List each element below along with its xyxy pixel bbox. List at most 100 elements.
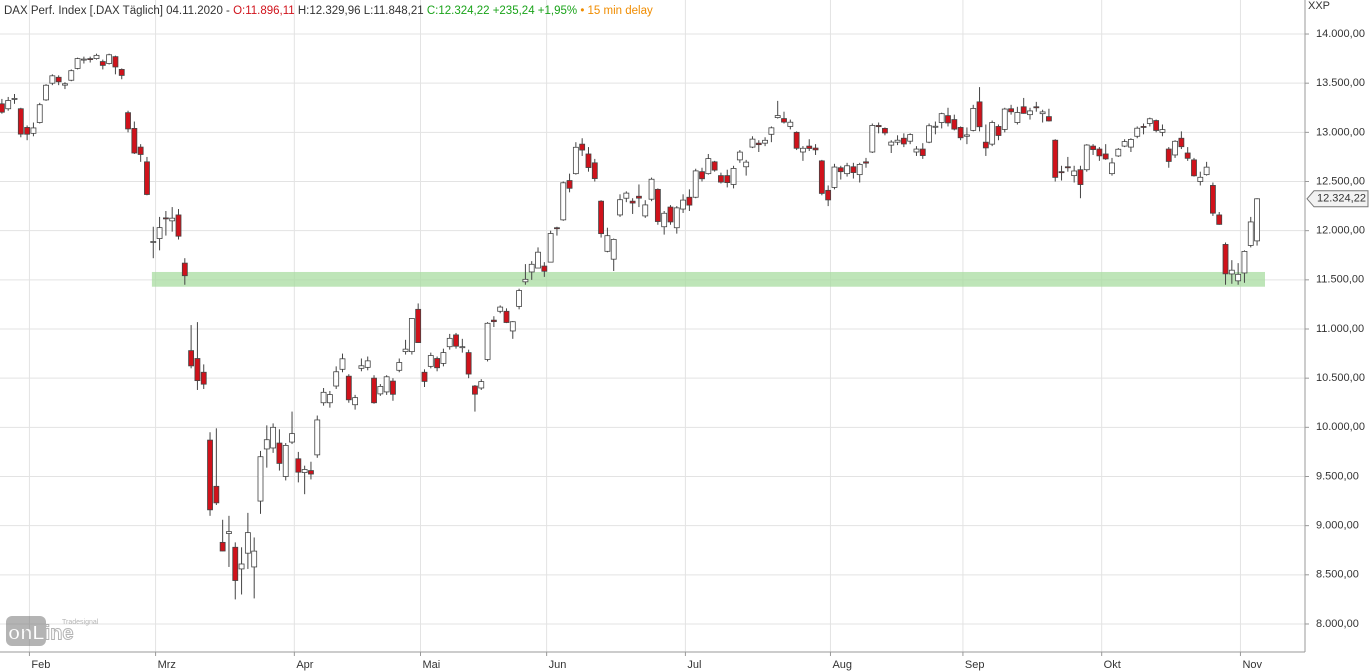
header-delay: • 15 min delay: [580, 5, 653, 17]
candle-body: [692, 170, 699, 198]
candle-body: [1153, 120, 1160, 131]
candle-body: [793, 131, 800, 149]
candle-body: [270, 426, 277, 449]
candle-body: [680, 199, 686, 210]
candle-body: [87, 58, 94, 61]
candle-body: [484, 322, 491, 360]
candle-body: [800, 147, 806, 153]
candle-body: [648, 178, 655, 200]
candle-body: [1039, 111, 1046, 115]
candle-body: [200, 371, 207, 385]
candle-body: [964, 134, 970, 137]
candle-body: [585, 153, 592, 168]
candle-body: [1254, 198, 1260, 242]
y-tick-label: 13.500,00: [1316, 77, 1365, 89]
candle-body: [308, 470, 314, 475]
candle-body: [541, 265, 548, 272]
candle-body: [1083, 144, 1090, 171]
candle-body: [1077, 169, 1084, 185]
candle-body: [995, 126, 1002, 136]
x-tick-label: Nov: [1242, 659, 1262, 671]
y-tick-label: 9.000,00: [1316, 520, 1359, 532]
candle-body: [383, 376, 390, 393]
candle-body: [1008, 108, 1014, 113]
candle-body: [875, 125, 882, 128]
x-tick-label: Jun: [549, 659, 567, 671]
y-tick-label: 10.500,00: [1316, 372, 1365, 384]
candle-body: [806, 145, 813, 149]
y-tick-label: 11.000,00: [1316, 323, 1364, 335]
candle-body: [932, 125, 939, 128]
candle-body: [560, 182, 567, 221]
candle-body: [982, 141, 989, 149]
candle-body: [125, 112, 131, 130]
candle-body: [516, 290, 522, 307]
candle-body: [509, 321, 516, 332]
candle-body: [736, 151, 743, 161]
y-tick-label: 12.000,00: [1316, 225, 1365, 237]
candle-body: [1247, 221, 1254, 246]
candle-body: [156, 227, 163, 239]
logo-brand: Tradesignal: [62, 619, 99, 626]
candle-body: [1128, 139, 1134, 148]
candle-body: [989, 122, 996, 145]
candle-body: [863, 161, 869, 164]
candle-body: [730, 168, 737, 185]
candle-body: [219, 541, 226, 552]
candle-body: [339, 358, 346, 370]
support-band: [151, 271, 1265, 287]
candle-body: [282, 445, 289, 477]
candle-body: [74, 58, 81, 69]
candle-body: [0, 103, 5, 113]
candle-body: [667, 206, 674, 223]
candle-body: [837, 167, 844, 173]
x-tick-label: Apr: [296, 659, 313, 671]
candle-body: [24, 127, 31, 135]
candle-body: [434, 358, 441, 369]
candle-body: [427, 355, 434, 367]
candle-body: [320, 391, 327, 404]
candle-body: [68, 70, 75, 81]
candle-body: [919, 148, 926, 156]
candle-body: [181, 262, 188, 277]
candle-body: [169, 217, 176, 222]
candle-body: [976, 101, 983, 128]
candle-body: [831, 166, 838, 188]
logo-shape: [6, 616, 46, 646]
candle-body: [1058, 171, 1065, 174]
candle-body: [591, 162, 598, 179]
x-tick-label: Mai: [422, 659, 440, 671]
candle-body: [1228, 269, 1235, 275]
candle-body: [276, 442, 283, 464]
candle-body: [162, 217, 169, 220]
candle-body: [547, 233, 554, 263]
header-instrument: DAX Perf. Index [.DAX Täglich] 04.11.202…: [4, 5, 230, 17]
candle-body: [497, 306, 504, 312]
candle-body: [957, 127, 964, 139]
candle-body: [194, 358, 201, 382]
candle-body: [951, 119, 958, 130]
candle-body: [1020, 106, 1027, 114]
candle-body: [654, 188, 661, 222]
candle-body: [1071, 170, 1078, 177]
candle-body: [869, 125, 876, 153]
candle-body: [446, 337, 453, 348]
candle-body: [724, 175, 731, 183]
candle-body: [1027, 110, 1033, 116]
candle-body: [1014, 112, 1021, 123]
candle-body: [1140, 126, 1147, 128]
candle-body: [522, 278, 529, 283]
candle-body: [926, 125, 932, 143]
candle-body: [749, 138, 756, 148]
candle-body: [699, 171, 705, 180]
candle-body: [421, 371, 428, 382]
candle-body: [762, 139, 768, 144]
candle-body: [188, 350, 195, 367]
candle-body: [781, 118, 787, 123]
candle-body: [1109, 162, 1115, 175]
candle-body: [907, 134, 914, 142]
candle-body: [43, 84, 49, 101]
candle-body: [856, 164, 863, 176]
